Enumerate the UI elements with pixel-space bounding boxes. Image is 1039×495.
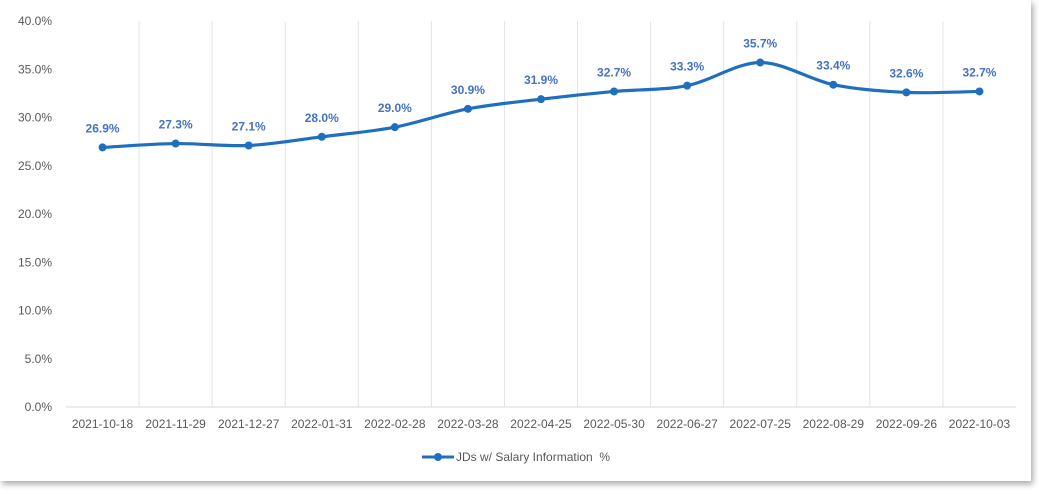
data-label: 26.9% [86,121,120,135]
x-tick-label: 2022-01-31 [291,417,353,431]
x-tick-label: 2022-03-28 [437,417,499,431]
data-label: 35.7% [743,36,777,50]
data-point [463,104,472,113]
x-tick-label: 2021-10-18 [72,417,134,431]
data-label: 28.0% [305,111,339,125]
y-tick-label: 20.0% [18,207,52,221]
chart-frame: 0.0% 5.0% 10.0% 15.0% 20.0% 25.0% 30.0% 35.0% 40… [17,14,1016,464]
y-tick-label: 15.0% [18,255,52,269]
line-chart: 0.0% 5.0% 10.0% 15.0% 20.0% 25.0% 30.0% 35.0% 40… [18,14,1016,464]
data-point [975,87,984,96]
y-tick-label: 5.0% [25,352,53,366]
x-tick-label: 2022-06-27 [656,417,718,431]
legend-marker [434,453,442,461]
data-label: 27.1% [232,119,266,133]
x-tick-label: 2022-10-03 [949,417,1011,431]
y-tick-label: 40.0% [18,14,52,28]
data-label: 33.4% [816,59,850,73]
x-tick-label: 2022-09-26 [876,417,938,431]
y-tick-label: 10.0% [18,304,52,318]
x-tick-label: 2022-05-30 [583,417,645,431]
data-label: 32.6% [889,66,923,80]
legend-label: JDs w/ Salary Information % [456,450,610,464]
data-label: 30.9% [451,83,485,97]
data-point [171,139,180,148]
data-point [829,80,838,89]
data-point [756,58,765,67]
data-label: 33.3% [670,60,704,74]
data-label: 29.0% [378,101,412,115]
x-tick-label: 2022-04-25 [510,417,572,431]
x-tick-label: 2021-11-29 [145,417,206,431]
y-tick-label: 25.0% [18,159,52,173]
data-label: 32.7% [597,65,631,79]
data-point [610,87,619,96]
data-point [317,132,326,141]
y-tick-label: 30.0% [18,111,52,125]
data-point [537,95,545,104]
data-point [902,88,911,97]
data-point [390,123,399,132]
data-label: 31.9% [524,73,558,87]
data-point [98,143,107,152]
y-tick-label: 35.0% [18,62,52,76]
data-label: 32.7% [962,65,996,79]
data-point [244,141,253,150]
data-label: 27.3% [159,118,193,132]
data-point [683,81,692,90]
x-tick-label: 2021-12-27 [218,417,280,431]
x-tick-label: 2022-02-28 [364,417,426,431]
y-tick-label: 0.0% [25,400,53,414]
x-tick-label: 2022-07-25 [730,417,792,431]
x-tick-label: 2022-08-29 [803,417,865,431]
